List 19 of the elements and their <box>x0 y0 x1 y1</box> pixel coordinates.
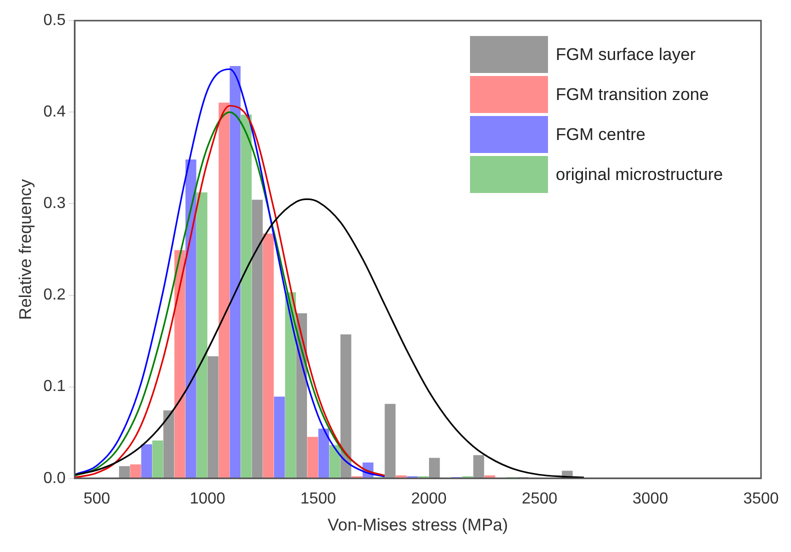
y-tick-label: 0.4 <box>43 104 66 121</box>
y-tick-label: 0.5 <box>43 12 66 30</box>
x-tick-label: 3500 <box>743 490 779 508</box>
x-tick-label: 1500 <box>300 490 336 508</box>
y-axis-title: Relative frequency <box>16 178 35 320</box>
x-axis-title: Von-Mises stress (MPa) <box>328 515 508 534</box>
legend-label: original microstructure <box>556 164 723 184</box>
y-tick-label: 0.2 <box>43 286 66 304</box>
y-tick-label: 0.0 <box>43 470 66 487</box>
legend-label: FGM transition zone <box>556 84 709 104</box>
x-tick-label: 3000 <box>632 490 668 508</box>
x-tick-label: 1000 <box>190 490 226 508</box>
x-tick-label: 2000 <box>411 490 447 508</box>
legend-label: FGM centre <box>556 124 646 144</box>
x-tick-label: 2500 <box>522 490 558 508</box>
y-tick-label: 0.3 <box>43 195 66 212</box>
legend-label: FGM surface layer <box>556 44 696 64</box>
x-tick-label: 500 <box>83 490 110 508</box>
y-tick-label: 0.1 <box>43 378 66 396</box>
